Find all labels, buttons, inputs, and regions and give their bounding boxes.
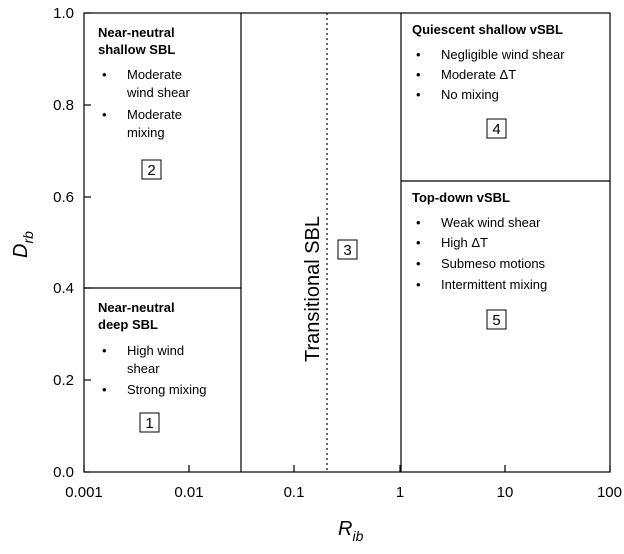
region-4-title-line: Quiescent shallow vSBL [412, 22, 563, 37]
region-2-bullet-text: mixing [127, 125, 165, 140]
x-axis-label: Rib [338, 518, 364, 544]
y-tick-label: 0.2 [53, 372, 74, 389]
y-tick-label: 0.6 [53, 189, 74, 206]
bullet-glyph: • [416, 67, 421, 82]
bullet-glyph: • [102, 107, 107, 122]
region-4-bullet-text: Negligible wind shear [441, 47, 565, 62]
x-tick-label: 100 [597, 484, 622, 501]
bullet-glyph: • [102, 382, 107, 397]
region-4-number: 4 [492, 121, 500, 138]
y-axis-ticks [84, 12, 91, 473]
region-2-number-box [141, 159, 162, 180]
bullet-glyph: • [416, 256, 421, 271]
region-5-number: 5 [492, 312, 500, 329]
x-tick-label: 1 [396, 484, 404, 501]
region-4-quiescent-shallow: Quiescent shallow vSBL • Negligible wind… [412, 22, 565, 139]
region-1-number: 1 [145, 415, 153, 432]
region-3-label: Transitional SBL [302, 216, 324, 362]
x-tick-label: 10 [497, 484, 514, 501]
bullet-glyph: • [416, 235, 421, 250]
x-tick-label: 0.001 [65, 484, 103, 501]
plot-frame [83, 12, 611, 473]
region-1-title-line: Near-neutral [98, 300, 175, 315]
region-2-bullet-text: Moderate [127, 67, 182, 82]
region-3-transitional: Transitional SBL 3 [302, 216, 358, 362]
bullet-glyph: • [416, 87, 421, 102]
region-2-bullet-text: Moderate [127, 107, 182, 122]
region-1-bullet-text: shear [127, 361, 160, 376]
region-3-number-box [337, 239, 358, 260]
region-1-bullet-text: High wind [127, 343, 184, 358]
region-5-number-box [486, 309, 507, 330]
region-1-title-line: deep SBL [98, 317, 158, 332]
region-5-bullet-text: Weak wind shear [441, 215, 541, 230]
y-axis-label: Drb [10, 231, 36, 258]
bullet-glyph: • [416, 277, 421, 292]
y-tick-label: 0.4 [53, 280, 74, 297]
region-5-title-line: Top-down vSBL [412, 190, 510, 205]
region-2-title-line: Near-neutral [98, 25, 175, 40]
region-3-number: 3 [343, 242, 351, 259]
bullet-glyph: • [416, 215, 421, 230]
region-1-number-box [139, 412, 160, 433]
y-tick-label: 0.8 [53, 97, 74, 114]
bullet-glyph: • [102, 67, 107, 82]
region-5-bullet-text: Submeso motions [441, 256, 546, 271]
region-4-bullet-text: Moderate ΔT [441, 67, 516, 82]
y-tick-label: 0.0 [53, 464, 74, 481]
region-2-title-line: shallow SBL [98, 42, 175, 57]
region-2-bullet-text: wind shear [126, 85, 191, 100]
region-2-near-neutral-shallow: Near-neutral shallow SBL • Moderate wind… [98, 25, 191, 180]
bullet-glyph: • [416, 47, 421, 62]
region-5-bullet-text: High ΔT [441, 235, 488, 250]
region-1-bullet-text: Strong mixing [127, 382, 206, 397]
region-5-top-down: Top-down vSBL • Weak wind shear • High Δ… [412, 190, 547, 330]
x-axis-ticks [83, 465, 611, 472]
region-4-number-box [486, 118, 507, 139]
region-4-bullet-text: No mixing [441, 87, 499, 102]
bullet-glyph: • [102, 343, 107, 358]
region-2-number: 2 [147, 162, 155, 179]
y-tick-label: 1.0 [53, 5, 74, 22]
x-tick-label: 0.1 [284, 484, 305, 501]
x-tick-label: 0.01 [174, 484, 203, 501]
region-5-bullet-text: Intermittent mixing [441, 277, 547, 292]
region-1-near-neutral-deep: Near-neutral deep SBL • High wind shear … [98, 300, 206, 433]
